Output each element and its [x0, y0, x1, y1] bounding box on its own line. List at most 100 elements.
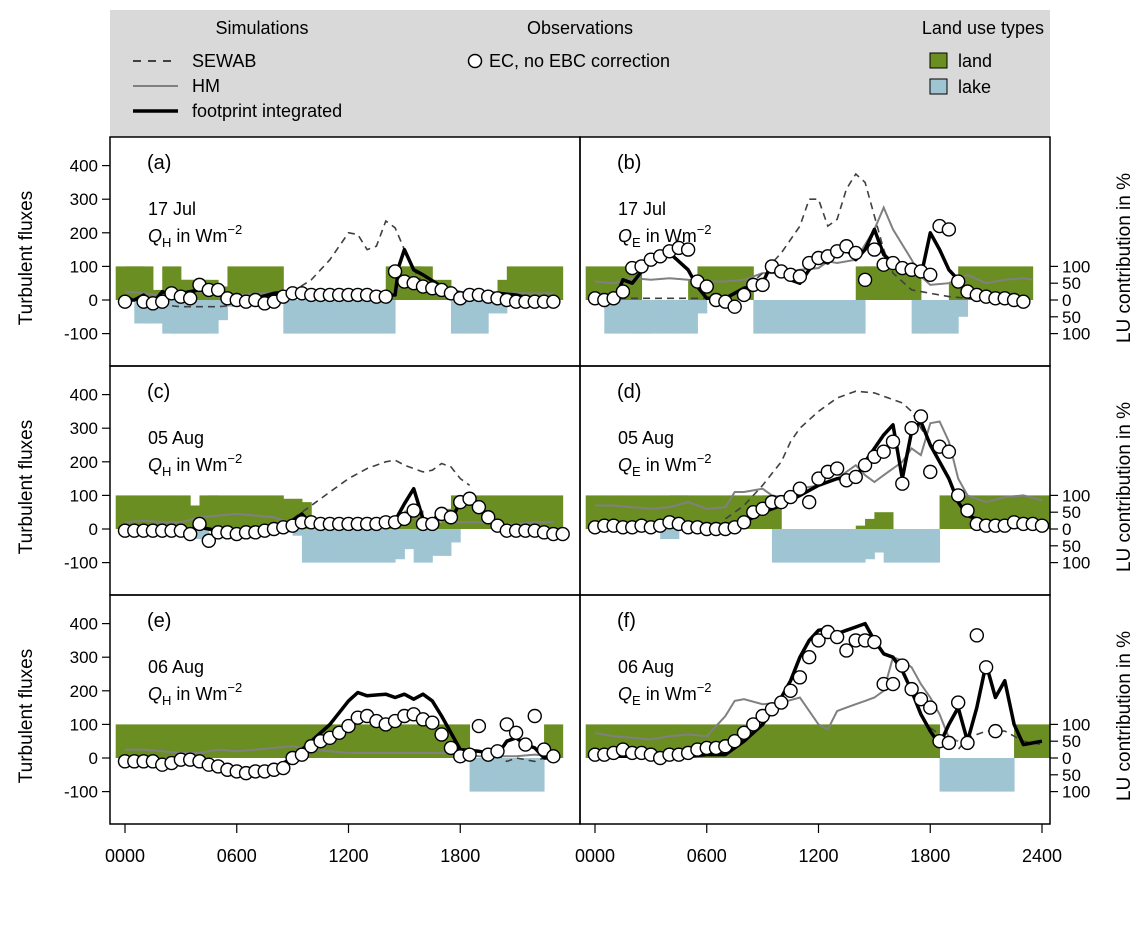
- panel-e: (e) 06 Aug QH in Wm−2 400 300 200 100 0 -100 0000…: [64, 594, 581, 866]
- obs-point: [397, 511, 412, 527]
- lu-land-bar: [753, 724, 773, 758]
- lu-land-bar: [697, 495, 717, 529]
- panel-variable: QH in Wm−2: [148, 222, 242, 250]
- left-ylabel-3: Turbulent fluxes: [16, 649, 37, 783]
- lu-lake-bar: [283, 300, 303, 334]
- right-ytick-label: 100: [1062, 554, 1090, 573]
- lu-lake-bar: [469, 300, 489, 334]
- obs-point: [294, 747, 310, 762]
- xtick-label: 1200: [328, 846, 368, 866]
- lu-land-bar: [264, 724, 284, 758]
- panel-plot-area: [585, 172, 1034, 334]
- right-ytick-label: 50: [1062, 274, 1081, 293]
- left-ytick-label: -100: [64, 554, 98, 573]
- obs-point: [867, 242, 882, 257]
- obs-point: [792, 670, 808, 685]
- left-ytick-label: 400: [70, 615, 98, 634]
- legend-land-label: land: [958, 51, 992, 71]
- obs-point: [783, 489, 798, 505]
- panel-var-unit: in Wm: [641, 455, 697, 475]
- panel-date: 06 Aug: [148, 657, 204, 677]
- left-ytick-label: 300: [70, 190, 98, 209]
- obs-point: [950, 274, 966, 289]
- left-ytick-label: 200: [70, 682, 98, 701]
- lu-land-bar: [357, 724, 377, 758]
- left-ytick-label: -100: [64, 783, 98, 802]
- legend-sewab-label: SEWAB: [192, 51, 256, 71]
- obs-point: [960, 503, 975, 518]
- series-sewab-line: [292, 459, 471, 520]
- lu-lake-bar: [771, 529, 792, 563]
- panel-plot-area: [115, 219, 564, 334]
- lu-lake-bar: [441, 529, 461, 543]
- obs-point: [969, 628, 985, 643]
- lu-land-bar: [771, 724, 792, 758]
- lu-lake-bar: [320, 300, 340, 334]
- lu-land-bar: [246, 266, 266, 300]
- panel-c: (c) 05 Aug QH in Wm−2 400 300 200 100 0 -100: [64, 365, 581, 596]
- panel-var-symbol: Q: [148, 684, 162, 704]
- obs-point: [746, 717, 761, 732]
- series-hm-line: [594, 655, 959, 743]
- lu-lake-bar: [976, 758, 996, 792]
- xtick-label: 1200: [798, 846, 838, 866]
- lu-lake-bar: [790, 300, 810, 334]
- left-ytick-label: 0: [89, 520, 98, 539]
- lu-lake-bar: [450, 300, 471, 334]
- lu-lake-bar: [688, 300, 708, 314]
- left-ytick-label: 300: [70, 648, 98, 667]
- obs-point: [434, 727, 449, 742]
- xtick-label: 0600: [687, 846, 727, 866]
- lu-land-bar: [152, 495, 173, 529]
- obs-point: [848, 245, 863, 261]
- panel-var-unit: in Wm: [641, 226, 697, 246]
- lu-lake-bar: [641, 300, 661, 334]
- lu-lake-bar: [902, 529, 922, 563]
- panel-plot-area: [115, 459, 570, 563]
- panel-frame: [579, 594, 1051, 825]
- obs-point: [462, 747, 477, 762]
- lu-lake-bar: [809, 300, 829, 334]
- obs-point: [1034, 518, 1050, 533]
- lu-land-bar: [902, 724, 922, 758]
- lu-land-bar: [395, 724, 415, 758]
- obs-point: [341, 718, 356, 734]
- lu-lake-bar: [660, 300, 680, 334]
- obs-point: [867, 634, 882, 650]
- left-ytick-label: 200: [70, 224, 98, 243]
- lu-land-bar: [227, 266, 247, 300]
- lu-land-bar: [413, 724, 433, 758]
- xtick-label: 1800: [910, 846, 950, 866]
- panel-label: (b): [617, 152, 641, 174]
- lu-land-bar: [152, 724, 173, 758]
- panel-date: 05 Aug: [618, 428, 674, 448]
- lu-land-bar: [544, 266, 564, 300]
- panel-plot-area: [585, 390, 1050, 563]
- lu-lake-bar: [771, 300, 792, 334]
- xtick-label: 0000: [575, 846, 615, 866]
- right-ytick-label: 100: [1062, 715, 1090, 734]
- obs-point: [471, 718, 487, 734]
- lu-land-bar: [264, 495, 284, 529]
- panel-plot-area: [115, 690, 564, 792]
- obs-point: [950, 695, 966, 710]
- obs-point: [1016, 294, 1031, 309]
- right-ytick-label: 100: [1062, 257, 1090, 276]
- panel-var-superscript: −2: [697, 680, 712, 695]
- lu-land-bar: [716, 266, 736, 300]
- lu-lake-bar: [339, 529, 359, 563]
- panel-var-unit: in Wm: [641, 684, 697, 704]
- obs-point: [941, 444, 957, 459]
- panel-var-symbol: Q: [618, 684, 632, 704]
- obs-point: [811, 633, 826, 648]
- legend-land-swatch: [929, 52, 948, 69]
- lu-lake-bar: [995, 758, 1015, 792]
- right-ylabel-1: LU contribution in %: [1114, 173, 1135, 343]
- legend-observations-title: Observations: [527, 18, 633, 38]
- obs-point: [923, 267, 938, 282]
- lu-lake-bar: [357, 300, 377, 334]
- left-ytick-label: 400: [70, 157, 98, 176]
